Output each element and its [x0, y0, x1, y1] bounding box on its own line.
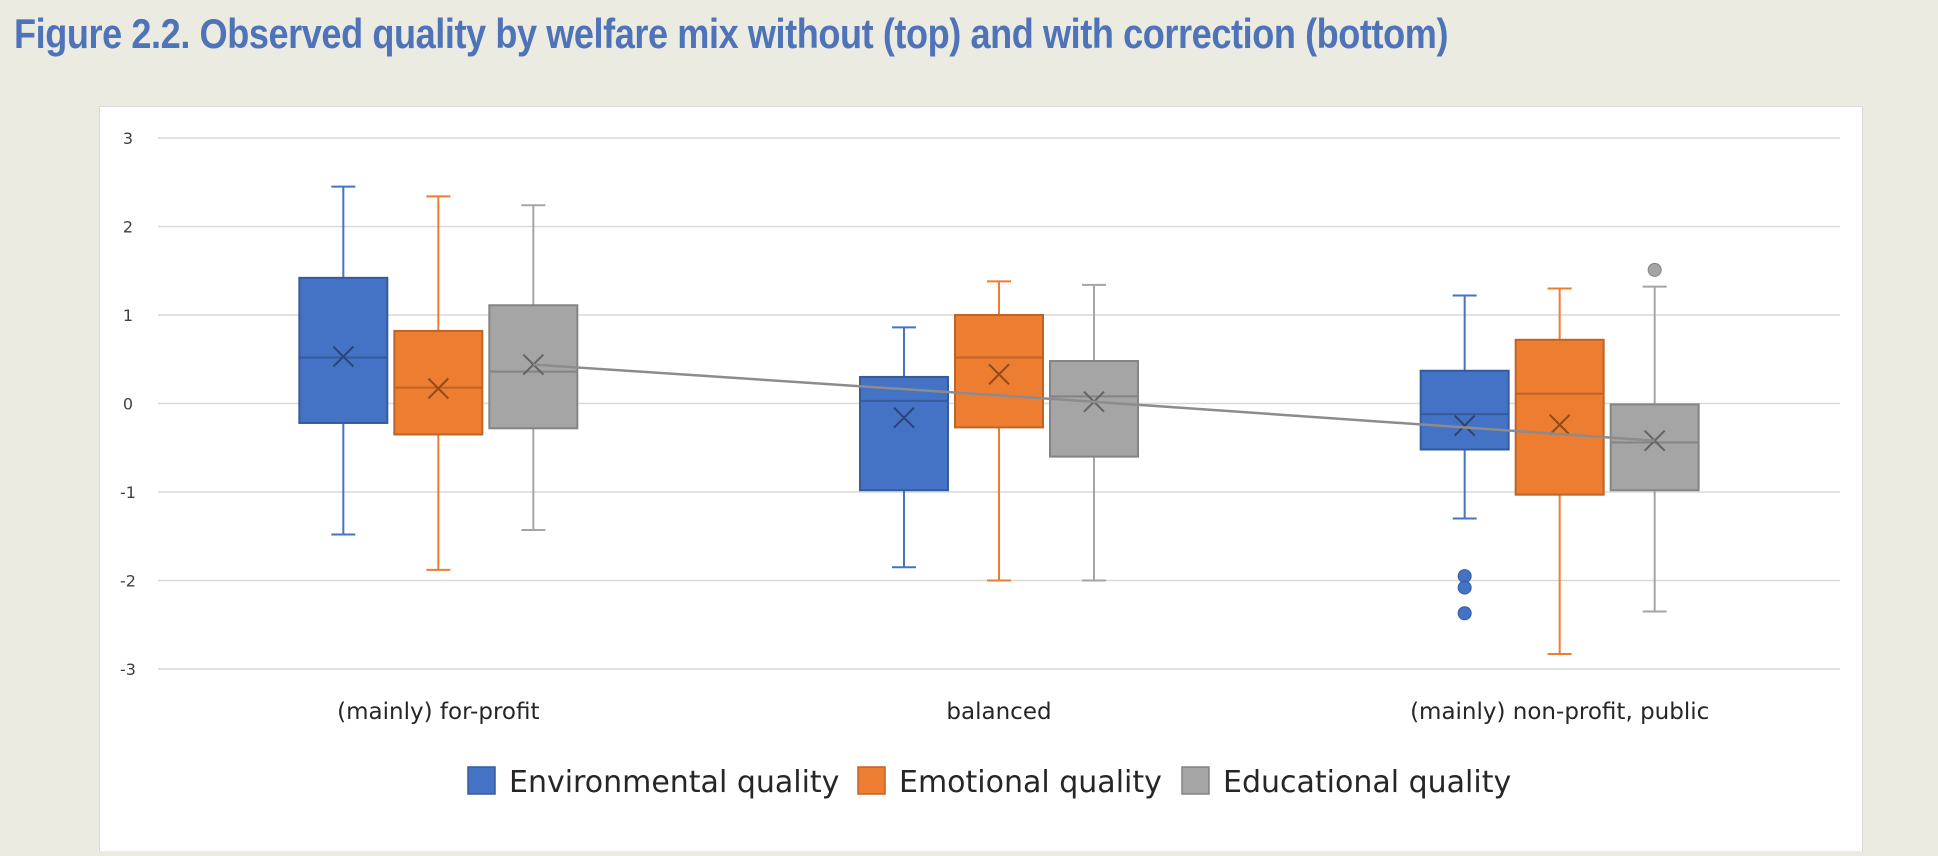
- y-tick-label: -2: [120, 572, 136, 591]
- mean-marker: [332, 345, 355, 368]
- series-environmental-quality: [298, 185, 1510, 621]
- legend-item: Educational quality: [1181, 765, 1511, 800]
- legend-item: Emotional quality: [857, 765, 1162, 800]
- y-tick-label: 3: [123, 129, 133, 148]
- x-axis-categories: (mainly) for-profit balanced (mainly) non-…: [337, 699, 1709, 725]
- box-body: [859, 375, 949, 492]
- mean-trend-line: [533, 363, 1655, 442]
- mean-marker: [427, 377, 450, 400]
- box-body: [393, 329, 484, 436]
- legend-item: Environmental quality: [467, 765, 839, 800]
- legend-swatch: [857, 766, 886, 795]
- box-body: [1419, 369, 1510, 451]
- y-tick-label: -3: [120, 660, 136, 679]
- mean-marker: [988, 363, 1010, 386]
- chart-panel: 3 2 1 0 -1 -2 -3 (mainly) for-profit balanced (m…: [99, 106, 1863, 851]
- outlier-point: [1457, 580, 1472, 595]
- box-body: [298, 276, 389, 424]
- category-label: (mainly) for-profit: [337, 699, 539, 725]
- mean-marker: [893, 406, 915, 429]
- y-tick-label: 0: [123, 395, 133, 414]
- y-tick-label: -1: [120, 483, 136, 502]
- box-series: [298, 185, 1700, 655]
- y-tick-label: 1: [123, 306, 133, 325]
- legend-label: Educational quality: [1223, 765, 1511, 800]
- box: [859, 326, 949, 569]
- box: [393, 195, 484, 571]
- mean-marker: [522, 353, 545, 376]
- box-body: [954, 314, 1044, 429]
- y-axis-ticks: 3 2 1 0 -1 -2 -3: [120, 129, 136, 679]
- legend-label: Emotional quality: [899, 765, 1162, 800]
- box-body: [1609, 403, 1700, 492]
- box-body: [1514, 338, 1605, 496]
- box: [1419, 294, 1510, 621]
- mean-line: [533, 363, 1655, 442]
- category-label: balanced: [946, 699, 1051, 725]
- mean-marker: [1548, 414, 1571, 436]
- legend-swatch: [467, 766, 496, 795]
- legend: Environmental quality Emotional quality Ed…: [467, 765, 1511, 800]
- outlier-point: [1647, 262, 1662, 277]
- outlier-point: [1457, 606, 1472, 621]
- box-body: [1049, 360, 1139, 458]
- box: [954, 280, 1044, 582]
- series-emotional-quality: [393, 195, 1605, 655]
- legend-label: Environmental quality: [509, 765, 839, 800]
- box: [1609, 262, 1700, 613]
- legend-swatch: [1181, 766, 1210, 795]
- box: [1049, 283, 1139, 582]
- category-label: (mainly) non-profit, public: [1410, 699, 1709, 725]
- mean-marker: [1453, 414, 1476, 437]
- box: [298, 185, 389, 536]
- box: [1514, 287, 1605, 655]
- mean-marker: [1643, 429, 1666, 452]
- y-tick-label: 2: [123, 218, 133, 237]
- figure-title: Figure 2.2. Observed quality by welfare …: [14, 10, 1449, 57]
